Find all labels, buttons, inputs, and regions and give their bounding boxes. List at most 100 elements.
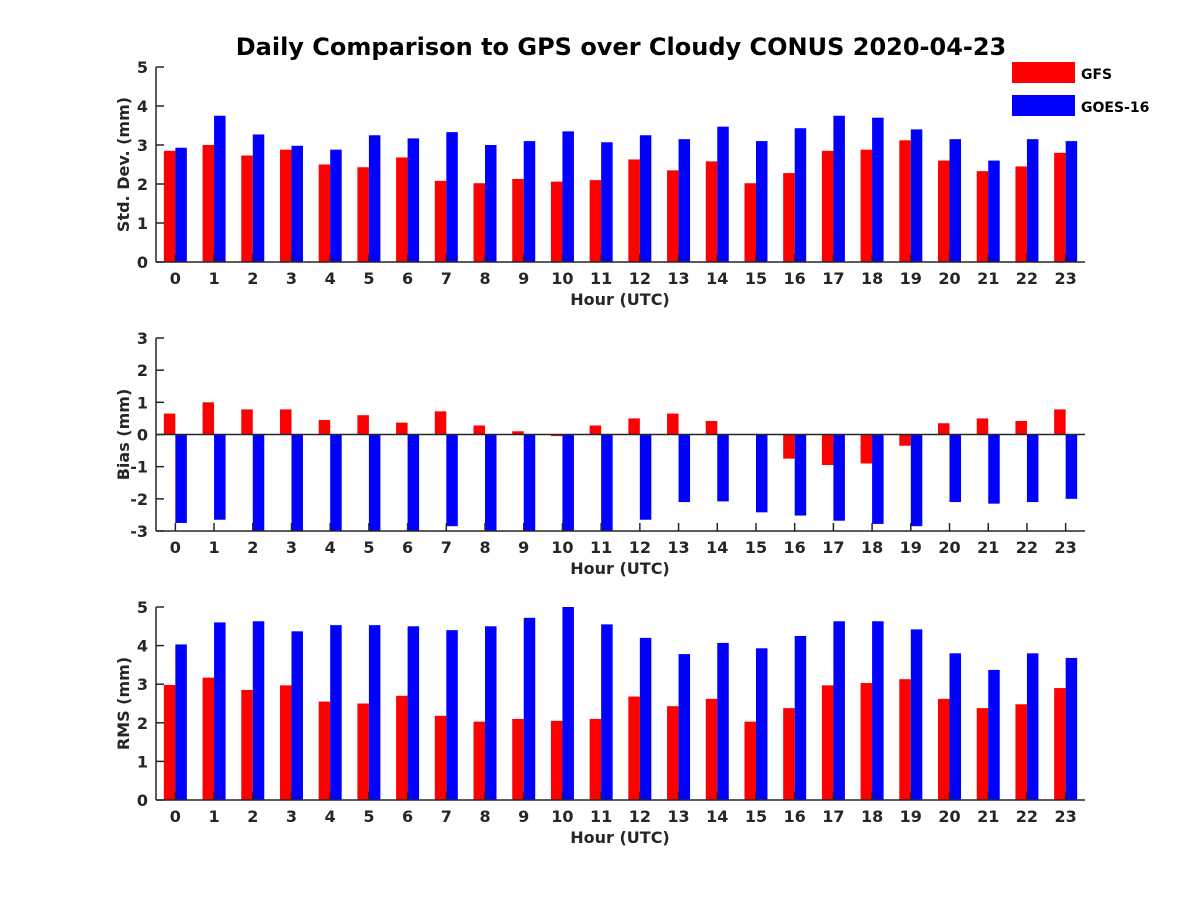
bar-rms-goes16-12 bbox=[639, 637, 652, 800]
bar-std-dev-goes16-8 bbox=[485, 145, 497, 262]
x-tick-label: 15 bbox=[745, 269, 767, 288]
bar-bias-gfs-5 bbox=[357, 415, 369, 435]
bar-rms-goes16-13 bbox=[678, 654, 691, 800]
bar-std-dev-goes16-21 bbox=[988, 160, 1000, 262]
bar-std-dev-goes16-7 bbox=[446, 132, 458, 262]
y-tick-label: -1 bbox=[130, 458, 148, 477]
x-tick-label: 21 bbox=[977, 269, 999, 288]
bar-rms-goes16-15 bbox=[755, 648, 768, 800]
x-tick-label: 4 bbox=[325, 807, 336, 826]
bar-bias-gfs-10 bbox=[550, 434, 563, 437]
bar-bias-goes16-16 bbox=[794, 434, 807, 516]
legend-swatch-goes16 bbox=[1012, 95, 1075, 116]
x-tick-label: 7 bbox=[441, 269, 452, 288]
bar-bias-goes16-22 bbox=[1026, 434, 1039, 503]
x-tick-label: 22 bbox=[1016, 538, 1038, 557]
bar-bias-goes16-14 bbox=[717, 434, 729, 502]
bar-bias-goes16-19 bbox=[910, 434, 923, 527]
bar-std-dev-gfs-17 bbox=[821, 150, 834, 262]
bar-std-dev-goes16-18 bbox=[872, 117, 884, 262]
bar-std-dev-gfs-3 bbox=[279, 149, 292, 262]
bar-std-dev-goes16-19 bbox=[910, 129, 923, 262]
bar-std-dev-gfs-20 bbox=[938, 160, 950, 262]
bar-bias-gfs-7 bbox=[434, 411, 447, 435]
x-tick-label: 1 bbox=[208, 807, 219, 826]
bar-std-dev-gfs-11 bbox=[589, 180, 602, 262]
x-tick-label: 12 bbox=[629, 807, 651, 826]
y-tick-label: 4 bbox=[137, 97, 148, 116]
bar-std-dev-gfs-14 bbox=[705, 161, 718, 262]
bar-rms-gfs-7 bbox=[434, 715, 447, 800]
bar-bias-goes16-7 bbox=[446, 434, 458, 527]
bar-rms-goes16-16 bbox=[794, 635, 807, 800]
x-tick-label: 13 bbox=[667, 269, 689, 288]
bar-rms-goes16-20 bbox=[949, 653, 962, 800]
x-tick-label: 10 bbox=[551, 269, 573, 288]
bar-bias-gfs-9 bbox=[512, 431, 524, 435]
bar-bias-gfs-21 bbox=[976, 418, 989, 435]
x-tick-label: 19 bbox=[900, 807, 922, 826]
x-tick-label: 15 bbox=[745, 807, 767, 826]
bar-rms-gfs-11 bbox=[589, 718, 602, 800]
bar-rms-gfs-8 bbox=[473, 721, 486, 800]
x-tick-label: 10 bbox=[551, 807, 573, 826]
bar-rms-gfs-1 bbox=[202, 677, 215, 800]
bar-rms-gfs-6 bbox=[396, 695, 408, 800]
bar-rms-gfs-10 bbox=[550, 720, 563, 800]
x-tick-label: 9 bbox=[518, 538, 529, 557]
y-tick-label: 2 bbox=[137, 175, 148, 194]
bar-rms-goes16-4 bbox=[330, 625, 342, 800]
bar-rms-goes16-18 bbox=[872, 621, 884, 800]
x-tick-label: 4 bbox=[325, 538, 336, 557]
bar-std-dev-gfs-12 bbox=[628, 159, 640, 262]
bar-rms-goes16-5 bbox=[368, 625, 381, 800]
x-tick-label: 6 bbox=[402, 269, 413, 288]
bar-rms-gfs-17 bbox=[821, 685, 834, 800]
x-tick-label: 9 bbox=[518, 269, 529, 288]
bar-rms-goes16-11 bbox=[601, 624, 613, 800]
y-tick-label: 2 bbox=[137, 361, 148, 380]
bar-std-dev-goes16-2 bbox=[252, 134, 265, 262]
bar-std-dev-goes16-9 bbox=[523, 141, 536, 262]
x-tick-label: 10 bbox=[551, 538, 573, 557]
x-tick-label: 8 bbox=[479, 807, 490, 826]
bar-bias-gfs-17 bbox=[821, 434, 834, 466]
bar-std-dev-gfs-21 bbox=[976, 171, 989, 262]
bar-bias-gfs-6 bbox=[396, 422, 408, 435]
x-tick-label: 23 bbox=[1055, 269, 1077, 288]
bar-bias-gfs-18 bbox=[860, 434, 873, 464]
bar-bias-gfs-16 bbox=[783, 434, 795, 459]
bar-bias-goes16-9 bbox=[523, 434, 536, 531]
bar-rms-gfs-19 bbox=[899, 679, 911, 800]
x-tick-label: 16 bbox=[784, 807, 806, 826]
bar-bias-gfs-13 bbox=[667, 413, 679, 435]
bar-std-dev-goes16-4 bbox=[330, 149, 342, 262]
bar-std-dev-goes16-13 bbox=[678, 139, 691, 262]
chart-title: Daily Comparison to GPS over Cloudy CONU… bbox=[236, 33, 1007, 61]
bar-std-dev-gfs-10 bbox=[550, 181, 563, 262]
bar-rms-goes16-0 bbox=[175, 644, 187, 800]
x-tick-label: 8 bbox=[479, 538, 490, 557]
bar-bias-goes16-17 bbox=[833, 434, 845, 521]
bar-rms-gfs-3 bbox=[279, 685, 292, 800]
bar-bias-goes16-3 bbox=[291, 434, 303, 531]
bar-bias-goes16-18 bbox=[872, 434, 884, 524]
y-tick-label: 5 bbox=[137, 58, 148, 77]
bar-std-dev-goes16-10 bbox=[562, 131, 574, 262]
bar-std-dev-goes16-5 bbox=[368, 135, 381, 262]
y-tick-label: 0 bbox=[137, 791, 148, 810]
bar-rms-goes16-10 bbox=[562, 607, 574, 800]
x-tick-label: 17 bbox=[822, 269, 844, 288]
bar-rms-goes16-7 bbox=[446, 630, 458, 800]
x-tick-label: 0 bbox=[170, 538, 181, 557]
legend-swatch-gfs bbox=[1012, 62, 1075, 83]
x-tick-label: 3 bbox=[286, 807, 297, 826]
bar-std-dev-gfs-6 bbox=[396, 157, 408, 262]
bar-std-dev-gfs-0 bbox=[163, 150, 176, 262]
bar-bias-goes16-10 bbox=[562, 434, 574, 531]
x-tick-label: 2 bbox=[247, 269, 258, 288]
bar-rms-gfs-9 bbox=[512, 718, 524, 800]
x-tick-label: 23 bbox=[1055, 538, 1077, 557]
